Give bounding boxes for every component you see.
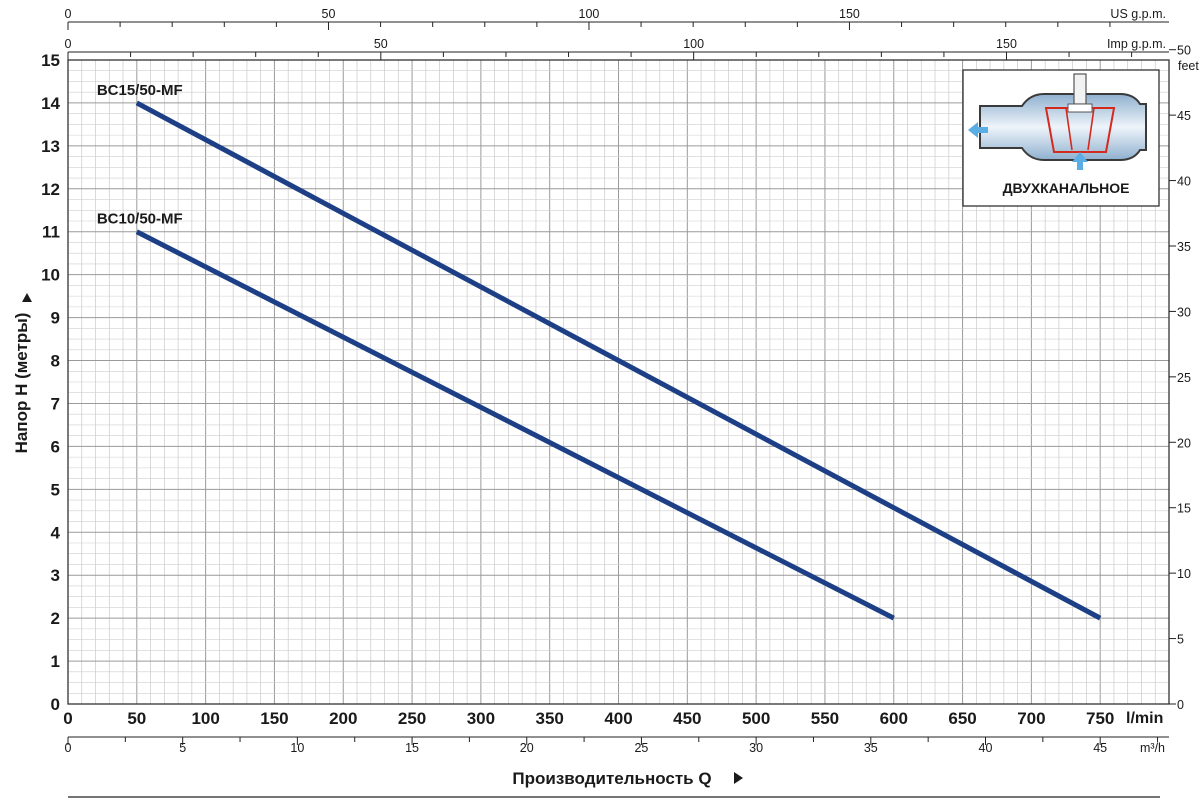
series-line xyxy=(135,229,895,621)
feet-tick-label: 50 xyxy=(1177,44,1191,58)
y-tick-label: 4 xyxy=(51,523,61,542)
feet-unit: feet xyxy=(1178,59,1199,73)
y-tick-label: 2 xyxy=(51,609,60,628)
feet-tick-label: 20 xyxy=(1177,436,1191,450)
m3h-tick-label: 45 xyxy=(1093,741,1107,755)
m3h-tick-label: 20 xyxy=(520,741,534,755)
impeller-inset: ДВУХКАНАЛЬНОЕ xyxy=(962,69,1160,207)
y-tick-label: 15 xyxy=(41,51,60,70)
y-tick-label: 8 xyxy=(51,352,60,371)
series-label: BC10/50-MF xyxy=(97,211,183,228)
m3h-unit: m³/h xyxy=(1140,741,1165,755)
y-axis-arrow-icon xyxy=(22,293,32,302)
y-tick-label: 6 xyxy=(51,437,60,456)
feet-tick-label: 15 xyxy=(1177,502,1191,516)
m3h-tick-label: 30 xyxy=(749,741,763,755)
x-tick-label: 750 xyxy=(1086,709,1114,728)
feet-tick-label: 25 xyxy=(1177,371,1191,385)
series-layer: BC15/50-MF BC10/50-MF xyxy=(97,82,1102,621)
x-tick-label: 50 xyxy=(127,709,146,728)
x-tick-label: 550 xyxy=(811,709,839,728)
y-tick-label: 10 xyxy=(41,266,60,285)
x-axis-arrow-icon xyxy=(734,772,743,784)
imp-gpm-tick-label: 150 xyxy=(996,37,1017,51)
us-gpm-tick-label: 50 xyxy=(322,7,336,21)
y-tick-label: 5 xyxy=(51,480,60,499)
us-gpm-tick-label: 100 xyxy=(579,7,600,21)
x-tick-label: 700 xyxy=(1017,709,1045,728)
imp-gpm-tick-label: 100 xyxy=(683,37,704,51)
us-gpm-tick-label: 150 xyxy=(839,7,860,21)
x-tick-label: 600 xyxy=(880,709,908,728)
x-tick-label: 500 xyxy=(742,709,770,728)
m3h-tick-label: 35 xyxy=(864,741,878,755)
x-tick-label: 350 xyxy=(536,709,564,728)
y-tick-label: 11 xyxy=(42,223,60,242)
x-axis-title: Производительность Q xyxy=(512,769,743,788)
imp-gpm-unit: Imp g.p.m. xyxy=(1107,37,1166,51)
y-tick-label: 13 xyxy=(41,137,60,156)
series-label: BC15/50-MF xyxy=(97,82,183,99)
feet-tick-label: 10 xyxy=(1177,567,1191,581)
feet-tick-label: 35 xyxy=(1177,240,1191,254)
y-tick-label: 0 xyxy=(51,695,60,714)
us-gpm-tick-label: 0 xyxy=(65,7,72,21)
m3h-tick-label: 40 xyxy=(979,741,993,755)
series-line xyxy=(135,100,1102,621)
inset-label: ДВУХКАНАЛЬНОЕ xyxy=(1003,180,1130,196)
x-axis-label: Производительность Q xyxy=(512,769,711,788)
plot-frame xyxy=(67,59,1170,705)
imp-gpm-tick-label: 50 xyxy=(374,37,388,51)
imp-gpm-tick-label: 0 xyxy=(65,37,72,51)
x-tick-label: 300 xyxy=(467,709,495,728)
m3h-tick-label: 15 xyxy=(405,741,419,755)
y-axis-label: Напор H (метры) xyxy=(12,313,31,454)
x-tick-label: 200 xyxy=(329,709,357,728)
x-tick-label: 0 xyxy=(63,709,72,728)
dual-channel-impeller-icon xyxy=(968,73,1147,170)
y-tick-label: 12 xyxy=(41,180,60,199)
feet-tick-label: 30 xyxy=(1177,305,1191,319)
feet-tick-label: 5 xyxy=(1177,633,1184,647)
x-tick-label: 250 xyxy=(398,709,426,728)
y-axis-title: Напор H (метры) xyxy=(12,293,32,453)
y-tick-label: 1 xyxy=(51,652,60,671)
x-tick-label: 150 xyxy=(260,709,288,728)
feet-tick-label: 45 xyxy=(1177,109,1191,123)
m3h-tick-label: 25 xyxy=(634,741,648,755)
y-tick-label: 3 xyxy=(51,566,60,585)
x-tick-label: 400 xyxy=(604,709,632,728)
m3h-tick-label: 0 xyxy=(65,741,72,755)
feet-tick-label: 40 xyxy=(1177,175,1191,189)
m3h-tick-label: 5 xyxy=(179,741,186,755)
y-tick-label: 14 xyxy=(41,94,60,113)
m3h-tick-label: 10 xyxy=(290,741,304,755)
tick-labels: 0 50 100 150 200 250 300 350 400 450 500 550 600 650 7… xyxy=(41,7,1191,755)
x-tick-label: 450 xyxy=(673,709,701,728)
lmin-unit: l/min xyxy=(1126,710,1163,727)
x-tick-label: 100 xyxy=(191,709,219,728)
us-gpm-unit: US g.p.m. xyxy=(1110,7,1166,21)
y-tick-label: 7 xyxy=(51,394,60,413)
feet-tick-label: 0 xyxy=(1177,698,1184,712)
y-tick-label: 9 xyxy=(51,309,60,328)
x-tick-label: 650 xyxy=(948,709,976,728)
